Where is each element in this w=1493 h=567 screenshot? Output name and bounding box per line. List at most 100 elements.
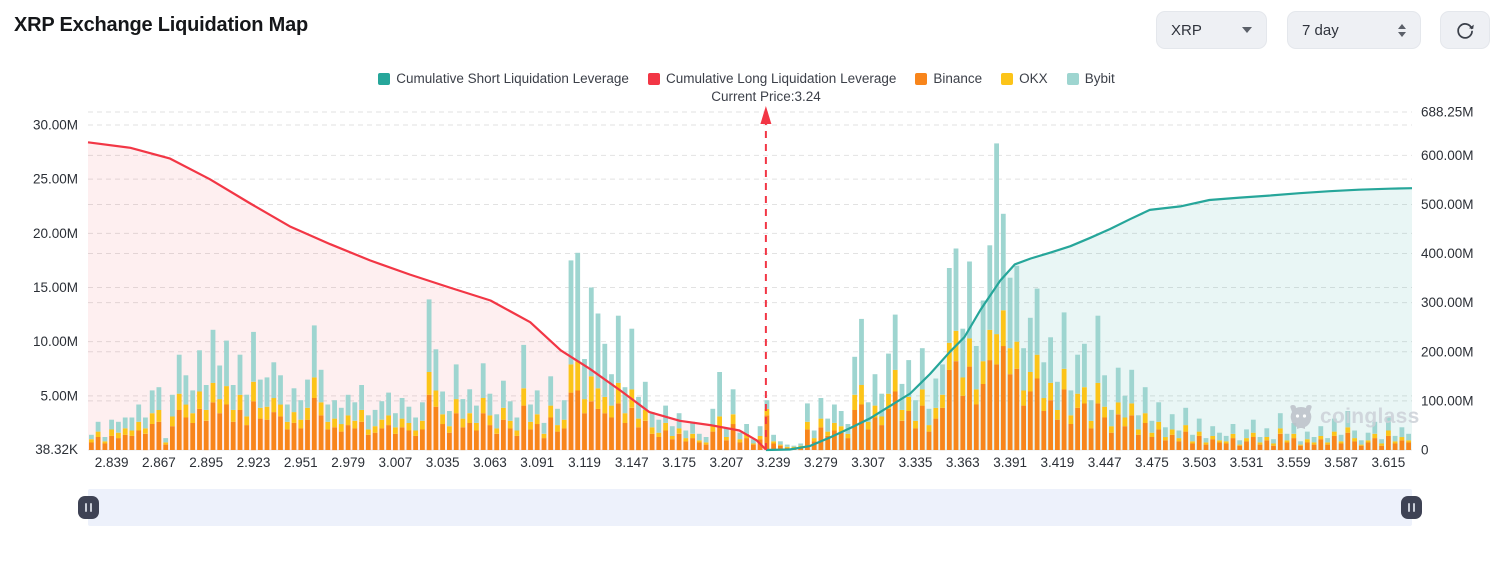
bar-segment (1156, 429, 1162, 450)
legend-swatch (1001, 72, 1014, 85)
bar-segment (217, 365, 223, 400)
slider-handle-right[interactable] (1401, 496, 1422, 519)
bar-segment (1331, 435, 1337, 450)
bar-segment (338, 407, 344, 425)
bar-segment (980, 361, 986, 384)
bar-segment (865, 421, 871, 430)
x-axis-label: 2.923 (237, 455, 271, 470)
bar-segment (305, 419, 310, 450)
bar-segment (95, 437, 101, 450)
x-axis-label: 3.447 (1088, 455, 1122, 470)
bar-segment (1163, 440, 1168, 451)
bar-segment (528, 429, 533, 450)
refresh-icon (1457, 23, 1474, 39)
bar-segment (501, 419, 506, 450)
bar-segment (1352, 441, 1357, 450)
bar-segment (724, 437, 729, 441)
bar-segment (149, 413, 155, 424)
bar-segment (1399, 427, 1405, 438)
bar-segment (345, 394, 351, 416)
bar-segment (906, 396, 912, 411)
bar-segment (143, 433, 148, 451)
legend-item-4[interactable]: Bybit (1066, 71, 1115, 86)
bar-segment (298, 428, 304, 450)
zoom-range-slider[interactable] (78, 489, 1422, 526)
bar-segment (832, 422, 837, 431)
bar-segment (494, 433, 500, 451)
x-axis-label: 2.979 (331, 455, 365, 470)
bar-segment (757, 426, 763, 436)
timeframe-select[interactable]: 7 day (1287, 11, 1421, 49)
bar-segment (859, 404, 864, 450)
bar-segment (183, 375, 189, 405)
bar-segment (332, 400, 337, 419)
bar-segment (1095, 403, 1101, 450)
coin-select[interactable]: XRP (1156, 11, 1267, 49)
right-axis-labels: 688.25M 600.00M 500.00M 400.00M 300.00M 200.0… (1421, 105, 1474, 458)
bar-segment (365, 415, 371, 430)
bar-segment (1048, 400, 1053, 450)
bar-segment (1095, 382, 1101, 404)
bar-segment (582, 359, 587, 400)
bar-segment (879, 425, 885, 450)
bar-segment (615, 382, 621, 404)
bar-segment (271, 412, 277, 450)
bar-segment (588, 401, 594, 451)
bar-segment (696, 440, 702, 443)
bar-segment (1163, 427, 1168, 438)
bar-segment (1372, 438, 1378, 450)
bar-segment (629, 328, 635, 390)
bar-segment (332, 427, 337, 451)
x-axis-label: 3.239 (757, 455, 791, 470)
x-axis-label: 3.363 (946, 455, 980, 470)
liquidation-chart[interactable]: 30.00M 25.00M 20.00M 15.00M 10.00M 5.00M 38.32… (0, 60, 1493, 480)
legend-swatch (915, 72, 928, 85)
bar-segment (872, 374, 878, 406)
bar-segment (1169, 434, 1175, 450)
legend-item-2[interactable]: Binance (915, 71, 982, 86)
legend-item-3[interactable]: OKX (1001, 71, 1048, 86)
y-axis-label-right: 300.00M (1421, 295, 1474, 310)
bar-segment (771, 441, 776, 444)
bar-segment (710, 408, 716, 426)
legend-item-0[interactable]: Cumulative Short Liquidation Leverage (378, 71, 629, 86)
y-axis-label-right: 688.25M (1421, 105, 1474, 120)
bar-segment (190, 390, 196, 414)
bar-segment (946, 369, 952, 450)
y-axis-label-right: 200.00M (1421, 344, 1474, 359)
bar-segment (771, 443, 776, 450)
slider-handle-left[interactable] (78, 496, 99, 519)
bar-segment (1115, 367, 1121, 403)
bar-segment (663, 405, 668, 423)
bar-segment (203, 385, 209, 410)
bar-segment (102, 437, 108, 442)
bar-segment (332, 418, 337, 428)
bar-segment (1386, 430, 1391, 436)
bar-segment (791, 445, 797, 447)
bar-segment (325, 429, 331, 450)
bar-segment (143, 428, 148, 434)
bar-segment (345, 415, 351, 426)
bar-segment (109, 435, 114, 450)
bar-segment (1358, 444, 1364, 446)
bar-segment (568, 260, 574, 365)
x-axis-label: 2.867 (142, 455, 176, 470)
bar-segment (264, 377, 270, 407)
refresh-button[interactable] (1440, 11, 1490, 49)
bar-segment (994, 334, 999, 365)
bar-segment (413, 435, 418, 450)
bar-segment (1217, 440, 1222, 443)
bar-segment (555, 425, 560, 432)
bar-segment (318, 402, 324, 416)
bar-segment (703, 437, 709, 443)
bar-segment (1365, 432, 1371, 441)
bar-segment (474, 405, 479, 423)
bar-segment (1257, 437, 1263, 443)
bar-segment (197, 391, 202, 409)
bar-segment (1352, 438, 1357, 442)
bar-segment (676, 428, 682, 434)
bar-segment (649, 412, 655, 428)
bar-segment (379, 401, 385, 420)
bar-segment (447, 411, 452, 427)
legend-item-1[interactable]: Cumulative Long Liquidation Leverage (647, 71, 896, 86)
